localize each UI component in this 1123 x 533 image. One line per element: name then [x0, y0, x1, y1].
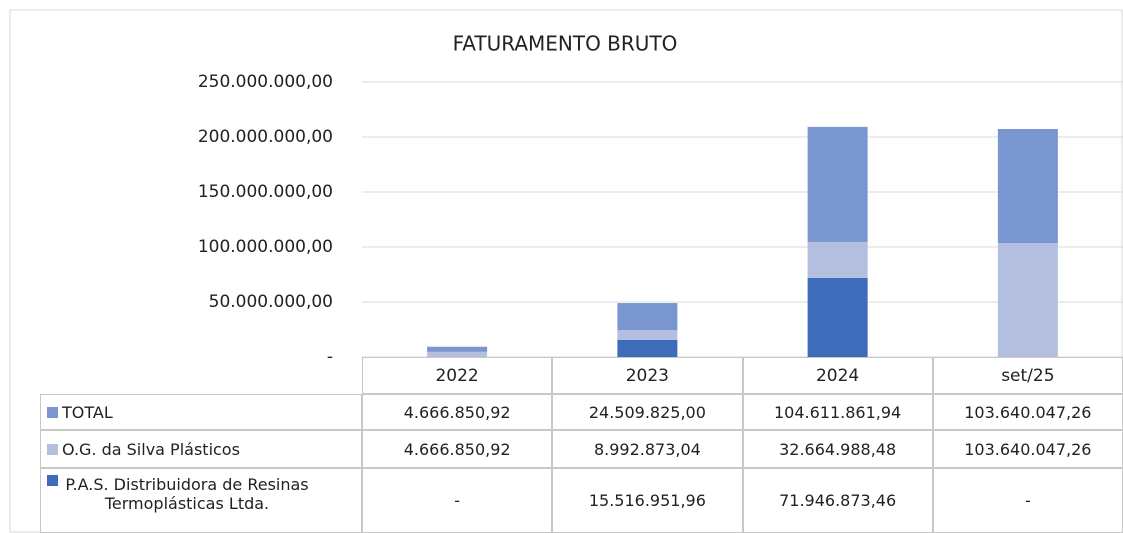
table-value: 24.509.825,00	[552, 394, 743, 430]
table-header: 2022	[362, 357, 553, 394]
table-value: 71.946.873,46	[742, 468, 933, 533]
bar-segment	[617, 330, 678, 340]
table-value: 4.666.850,92	[362, 394, 553, 430]
bar-segment	[807, 126, 868, 242]
legend-label: O.G. da Silva Plásticos	[62, 439, 240, 459]
legend-label: TOTAL	[62, 402, 113, 422]
table-value: 103.640.047,26	[932, 430, 1123, 468]
legend-swatch	[47, 443, 58, 455]
bar-segment	[997, 242, 1058, 357]
y-tick-label: 200.000.000,00	[198, 127, 333, 147]
bar-segment	[617, 339, 678, 357]
legend-cell: TOTAL	[40, 394, 362, 430]
table-value: -	[932, 468, 1123, 533]
table-header: set/25	[932, 357, 1123, 394]
table-header: 2023	[552, 357, 743, 394]
bar-segment	[997, 128, 1058, 243]
bar-segment	[427, 346, 488, 352]
y-tick-label: 150.000.000,00	[198, 182, 333, 202]
y-tick-label: -	[327, 347, 333, 367]
table-value: 8.992.873,04	[552, 430, 743, 468]
y-tick-label: 250.000.000,00	[198, 72, 333, 92]
legend-swatch	[47, 406, 58, 418]
y-tick-label: 50.000.000,00	[209, 292, 333, 312]
legend-cell: O.G. da Silva Plásticos	[40, 430, 362, 468]
table-value: 103.640.047,26	[932, 394, 1123, 430]
bar-segment	[427, 351, 488, 357]
y-tick-label: 100.000.000,00	[198, 237, 333, 257]
legend-cell: P.A.S. Distribuidora de Resinas Termoplá…	[40, 468, 362, 533]
table-header: 2024	[742, 357, 933, 394]
bar-segment	[617, 303, 678, 331]
table-value: 15.516.951,96	[552, 468, 743, 533]
table-value: -	[362, 468, 553, 533]
table-value: 104.611.861,94	[742, 394, 933, 430]
table-value: 32.664.988,48	[742, 430, 933, 468]
chart-title: FATURAMENTO BRUTO	[453, 32, 678, 56]
table-value: 4.666.850,92	[362, 430, 553, 468]
legend-swatch	[47, 475, 58, 486]
legend-label: P.A.S. Distribuidora de Resinas Termoplá…	[65, 475, 309, 513]
bar-segment	[807, 277, 868, 357]
bar-segment	[807, 241, 868, 278]
